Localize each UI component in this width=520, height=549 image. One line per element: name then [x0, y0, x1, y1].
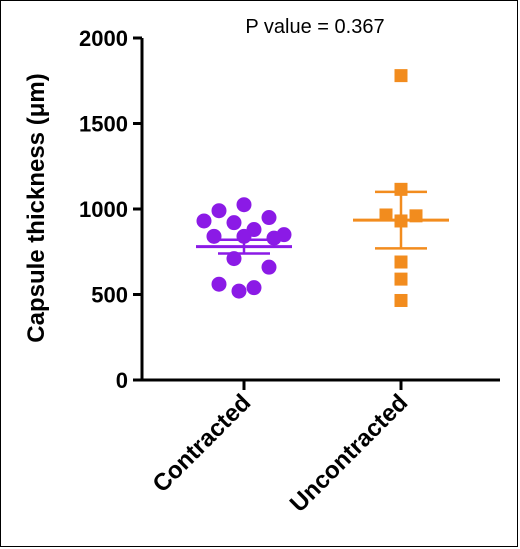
data-point-contracted	[231, 283, 247, 299]
data-point-contracted	[261, 259, 277, 275]
axes: 0 500 1000 1500 2000 Contracted Uncontracted	[79, 26, 500, 518]
data-point-contracted	[261, 210, 277, 226]
y-tick-label: 2000	[79, 26, 128, 51]
y-tick-label: 1000	[79, 197, 128, 222]
data-point-contracted	[226, 251, 242, 267]
p-value-annotation: P value = 0.367	[245, 16, 384, 38]
data-point-contracted	[226, 215, 242, 231]
data-point-uncontracted	[394, 272, 408, 286]
data-point-uncontracted	[394, 293, 408, 307]
data-point-contracted	[236, 197, 252, 213]
data-point-uncontracted	[394, 69, 408, 83]
y-tick-label: 1500	[79, 112, 128, 137]
y-tick-label: 500	[91, 283, 128, 308]
data-point-contracted	[206, 228, 222, 244]
data-point-contracted	[211, 203, 227, 219]
data-point-contracted	[246, 280, 262, 296]
data-marks	[196, 69, 449, 307]
x-tick-label: Uncontracted	[285, 389, 413, 517]
data-point-contracted	[211, 276, 227, 292]
y-axis-title: Capsule thickness (μm)	[23, 73, 50, 342]
y-tick-label: 0	[116, 368, 128, 393]
data-point-contracted	[196, 213, 212, 229]
data-point-uncontracted	[379, 208, 393, 222]
data-point-uncontracted	[394, 255, 408, 269]
x-tick-label: Contracted	[148, 389, 257, 498]
data-point-contracted	[266, 230, 282, 246]
